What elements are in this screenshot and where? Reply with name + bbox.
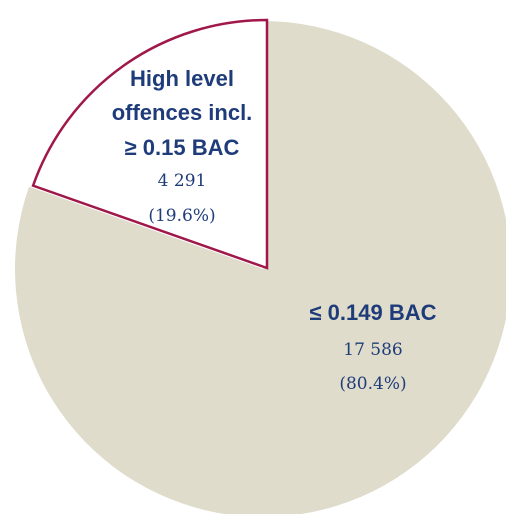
high-level-label-line-2: offences incl.	[112, 100, 253, 125]
high-level-label-line-3: ≥ 0.15 BAC	[125, 135, 240, 160]
high-level-percent: (19.6%)	[148, 206, 215, 226]
pie-slice-low-bac	[15, 21, 506, 514]
low-bac-count: 17 586	[343, 340, 402, 360]
high-level-count: 4 291	[158, 171, 207, 191]
low-bac-label: ≤ 0.149 BAC	[309, 300, 436, 325]
pie-slice-high-level	[31, 18, 269, 270]
low-bac-percent: (80.4%)	[339, 374, 406, 394]
high-level-label-line-1: High level	[130, 66, 234, 91]
